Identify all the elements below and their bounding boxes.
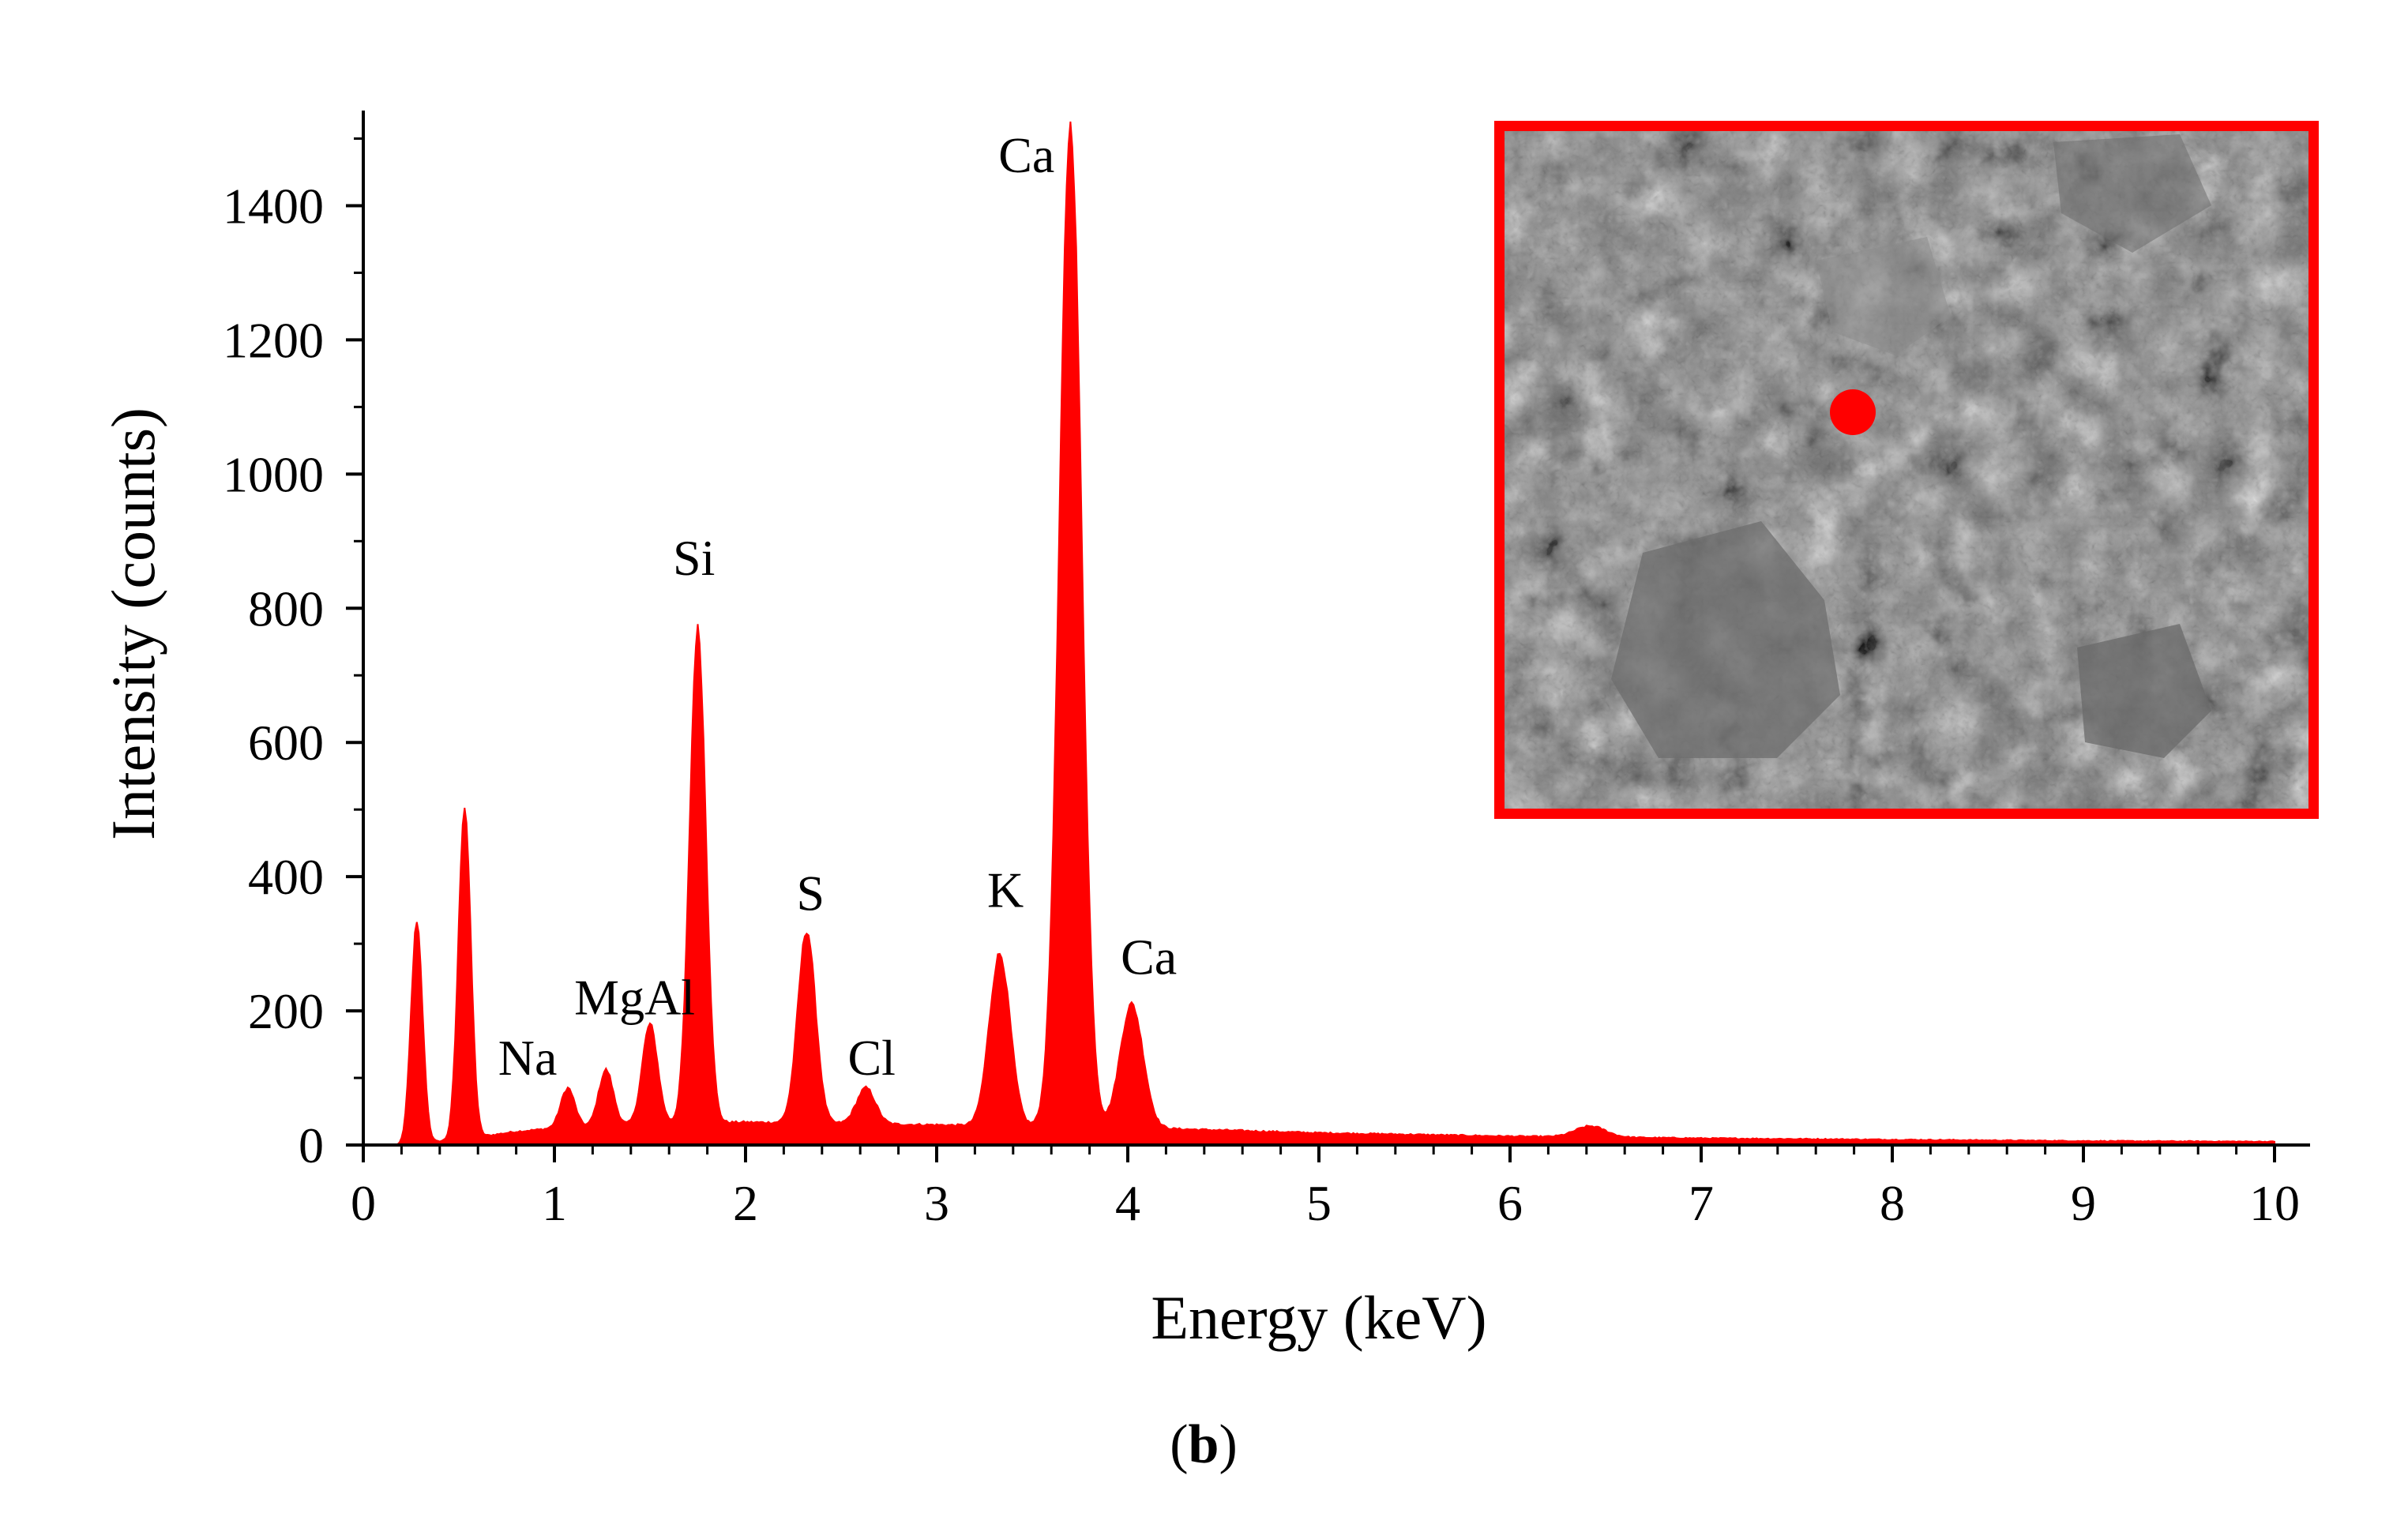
y-tick-label: 0 xyxy=(299,1117,324,1173)
y-tick-label: 200 xyxy=(248,983,324,1039)
x-tick-label: 7 xyxy=(1689,1175,1714,1231)
peak-label-si: Si xyxy=(673,530,715,586)
peak-label-k: K xyxy=(987,862,1024,918)
y-axis-title: Intensity (counts) xyxy=(99,407,167,840)
peak-label-cl: Cl xyxy=(847,1030,895,1086)
peak-label-ca: Ca xyxy=(998,127,1054,183)
y-tick-label: 600 xyxy=(248,715,324,771)
y-ticks: 0 200 400 600 800 1000 1200 1400 xyxy=(223,137,363,1173)
y-tick-label: 1200 xyxy=(223,312,324,368)
x-tick-label: 5 xyxy=(1306,1175,1332,1231)
peak-annotations: Ca Si S K Ca MgAl Na Cl xyxy=(498,127,1177,1086)
x-tick-label: 8 xyxy=(1880,1175,1905,1231)
analysis-spot-marker xyxy=(1830,389,1876,435)
x-tick-label: 4 xyxy=(1115,1175,1140,1231)
x-tick-label: 10 xyxy=(2249,1175,2300,1231)
y-tick-label: 1400 xyxy=(223,178,324,234)
x-axis-title: Energy (keV) xyxy=(1151,1283,1486,1352)
x-tick-label: 1 xyxy=(542,1175,567,1231)
x-tick-label: 2 xyxy=(733,1175,758,1231)
spectrum-series xyxy=(363,121,2275,1146)
x-tick-label: 0 xyxy=(351,1175,376,1231)
y-tick-label: 400 xyxy=(248,849,324,905)
peak-label-s: S xyxy=(796,865,825,922)
peak-label-na: Na xyxy=(498,1030,558,1086)
x-tick-label: 9 xyxy=(2071,1175,2096,1231)
x-tick-label: 6 xyxy=(1497,1175,1523,1231)
sem-micrograph-image xyxy=(1505,131,2308,809)
peak-label-mgal: MgAl xyxy=(574,969,695,1025)
y-tick-label: 800 xyxy=(248,580,324,636)
x-tick-label: 3 xyxy=(924,1175,949,1231)
y-tick-label: 1000 xyxy=(223,446,324,502)
x-ticks: 0 1 2 3 4 5 6 7 8 9 10 xyxy=(351,1145,2300,1231)
peak-label-ca: Ca xyxy=(1121,929,1177,985)
axes: 0 1 2 3 4 5 6 7 8 9 10 0 200 400 600 800 1000 1200 1400 xyxy=(223,111,2310,1231)
sem-micrograph-inset xyxy=(1494,121,2319,819)
panel-label: (b) xyxy=(1170,1414,1238,1475)
